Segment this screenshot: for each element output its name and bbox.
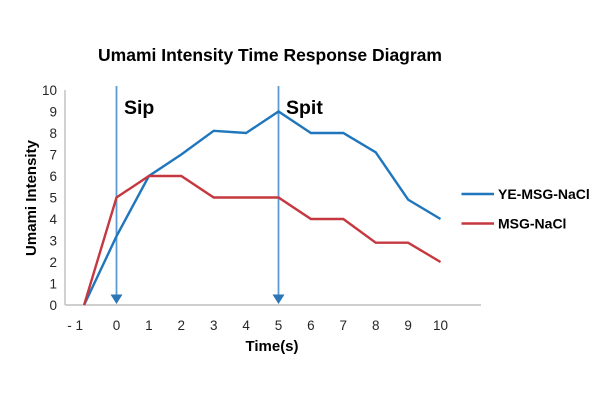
x-tick-label: 7 [340,318,348,333]
legend: YE-MSG-NaCl MSG-NaCl [461,186,590,232]
x-tick-label: 5 [275,318,283,333]
x-axis-title: Time(s) [245,338,298,355]
y-tick-label: 1 [49,276,57,291]
x-tick-labels: - 1 0 1 2 3 4 5 6 7 8 9 10 [67,318,448,333]
annotation-arrowhead-sip [110,294,123,304]
series-line-ye-msg-nacl [83,110,442,306]
y-tick-label: 5 [49,190,57,205]
x-tick-label: 4 [242,318,250,333]
x-tick-label: 1 [145,318,153,333]
y-tick-label: 10 [42,83,57,98]
x-tick-label: - 1 [67,318,83,333]
annotation-label-sip: Sip [124,97,154,119]
x-tick-label: 0 [113,318,121,333]
y-tick-label: 3 [49,233,57,248]
y-axis-title: Umami Intensity [23,139,40,256]
chart-title: Umami Intensity Time Response Diagram [98,45,442,65]
y-tick-label: 2 [49,255,57,270]
y-tick-label: 4 [49,212,57,227]
y-tick-label: 7 [49,147,57,162]
annotation-label-spit: Spit [286,97,323,119]
x-tick-label: 3 [210,318,218,333]
y-tick-labels: 0 1 2 3 4 5 6 7 8 9 10 [42,83,58,313]
annotation-arrows [110,86,285,304]
y-tick-label: 8 [49,126,57,141]
x-tick-label: 10 [433,318,448,333]
legend-label-msg-nacl: MSG-NaCl [498,216,566,232]
annotation-arrowhead-spit [272,294,285,304]
axes [64,90,481,306]
x-tick-label: 8 [372,318,380,333]
series-line-msg-nacl [82,174,442,306]
series-lines [82,110,442,306]
y-tick-label: 6 [49,169,57,184]
y-tick-label: 0 [49,298,57,313]
legend-label-ye-msg-nacl: YE-MSG-NaCl [498,186,590,202]
y-tick-label: 9 [49,104,57,119]
x-tick-label: 9 [404,318,412,333]
x-tick-label: 2 [178,318,186,333]
x-tick-label: 6 [307,318,315,333]
